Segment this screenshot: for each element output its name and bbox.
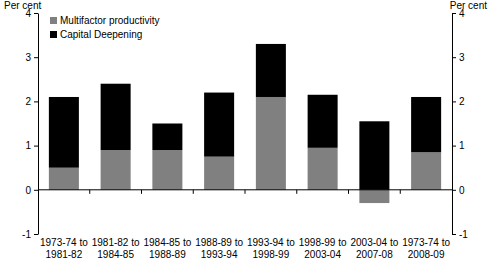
bar: [359, 121, 389, 190]
tick: 2: [25, 96, 38, 107]
category-divider: [296, 190, 297, 194]
bar: [256, 44, 286, 97]
right-axis: -101234: [452, 8, 468, 240]
tick-label: 0: [25, 185, 31, 196]
bar: [411, 97, 441, 152]
tick-mark: [452, 234, 456, 235]
category-label: 1981-82 to1984-85: [92, 237, 140, 260]
legend: Multifactor productivity Capital Deepenin…: [50, 15, 159, 40]
category-divider: [89, 190, 90, 194]
bar: [152, 124, 182, 151]
bar: [101, 84, 131, 150]
tick: -1: [452, 229, 468, 240]
legend-swatch: [50, 17, 57, 24]
tick-mark: [452, 101, 456, 102]
bar: [256, 97, 286, 190]
bar: [308, 95, 338, 148]
axis-line: [452, 14, 453, 235]
tick-mark: [34, 13, 38, 14]
category-divider: [141, 190, 142, 194]
category-label: 1998-99 to2003-04: [299, 237, 347, 260]
bar: [204, 157, 234, 190]
tick: -1: [22, 229, 38, 240]
tick-label: 1: [25, 140, 31, 151]
category-label: 1973-74 to1981-82: [40, 237, 88, 260]
tick-mark: [452, 13, 456, 14]
axis-title: Per cent: [450, 0, 487, 11]
tick-label: 3: [25, 52, 31, 63]
bars: [49, 44, 441, 203]
category-label: 1973-74 to2008-09: [402, 237, 450, 260]
x-labels: 1973-74 to1981-821981-82 to1984-851984-8…: [40, 237, 451, 260]
tick-mark: [452, 146, 456, 147]
bar: [308, 148, 338, 190]
tick-mark: [452, 190, 456, 191]
chart: -101234-1012341973-74 to1981-821981-82 t…: [0, 0, 491, 264]
legend-swatch: [50, 31, 57, 38]
category-divider: [193, 190, 194, 194]
category-divider: [348, 190, 349, 194]
bar: [204, 93, 234, 157]
tick-label: -1: [22, 229, 31, 240]
tick: 1: [452, 140, 465, 151]
category-divider: [400, 190, 401, 194]
tick: 0: [452, 185, 465, 196]
category-label: 1988-89 to1993-94: [195, 237, 243, 260]
tick-label: -1: [459, 229, 468, 240]
bar: [359, 190, 389, 203]
tick: 3: [452, 52, 465, 63]
tick-label: 2: [25, 96, 31, 107]
bar: [101, 150, 131, 190]
axis-line: [38, 14, 39, 235]
tick-label: 2: [459, 96, 465, 107]
category-divider: [245, 190, 246, 194]
tick-mark: [34, 190, 38, 191]
bar: [49, 168, 79, 190]
bar: [411, 152, 441, 190]
tick-label: 1: [459, 140, 465, 151]
tick: 3: [25, 52, 38, 63]
tick-mark: [34, 234, 38, 235]
left-axis: -101234: [22, 8, 38, 240]
tick-label: 0: [459, 185, 465, 196]
tick: 1: [25, 140, 38, 151]
tick: 0: [25, 185, 38, 196]
bar: [152, 150, 182, 190]
category-label: 2003-04 to2007-08: [350, 237, 398, 260]
axis-title: Per cent: [4, 0, 41, 11]
bar: [49, 97, 79, 168]
tick-mark: [34, 146, 38, 147]
category-label: 1993-94 to1998-99: [247, 237, 295, 260]
tick-mark: [34, 57, 38, 58]
legend-label: Multifactor productivity: [60, 15, 159, 26]
tick-mark: [34, 101, 38, 102]
tick-mark: [452, 57, 456, 58]
category-label: 1984-85 to1988-89: [143, 237, 191, 260]
legend-label: Capital Deepening: [60, 29, 142, 40]
tick-label: 3: [459, 52, 465, 63]
tick: 2: [452, 96, 465, 107]
